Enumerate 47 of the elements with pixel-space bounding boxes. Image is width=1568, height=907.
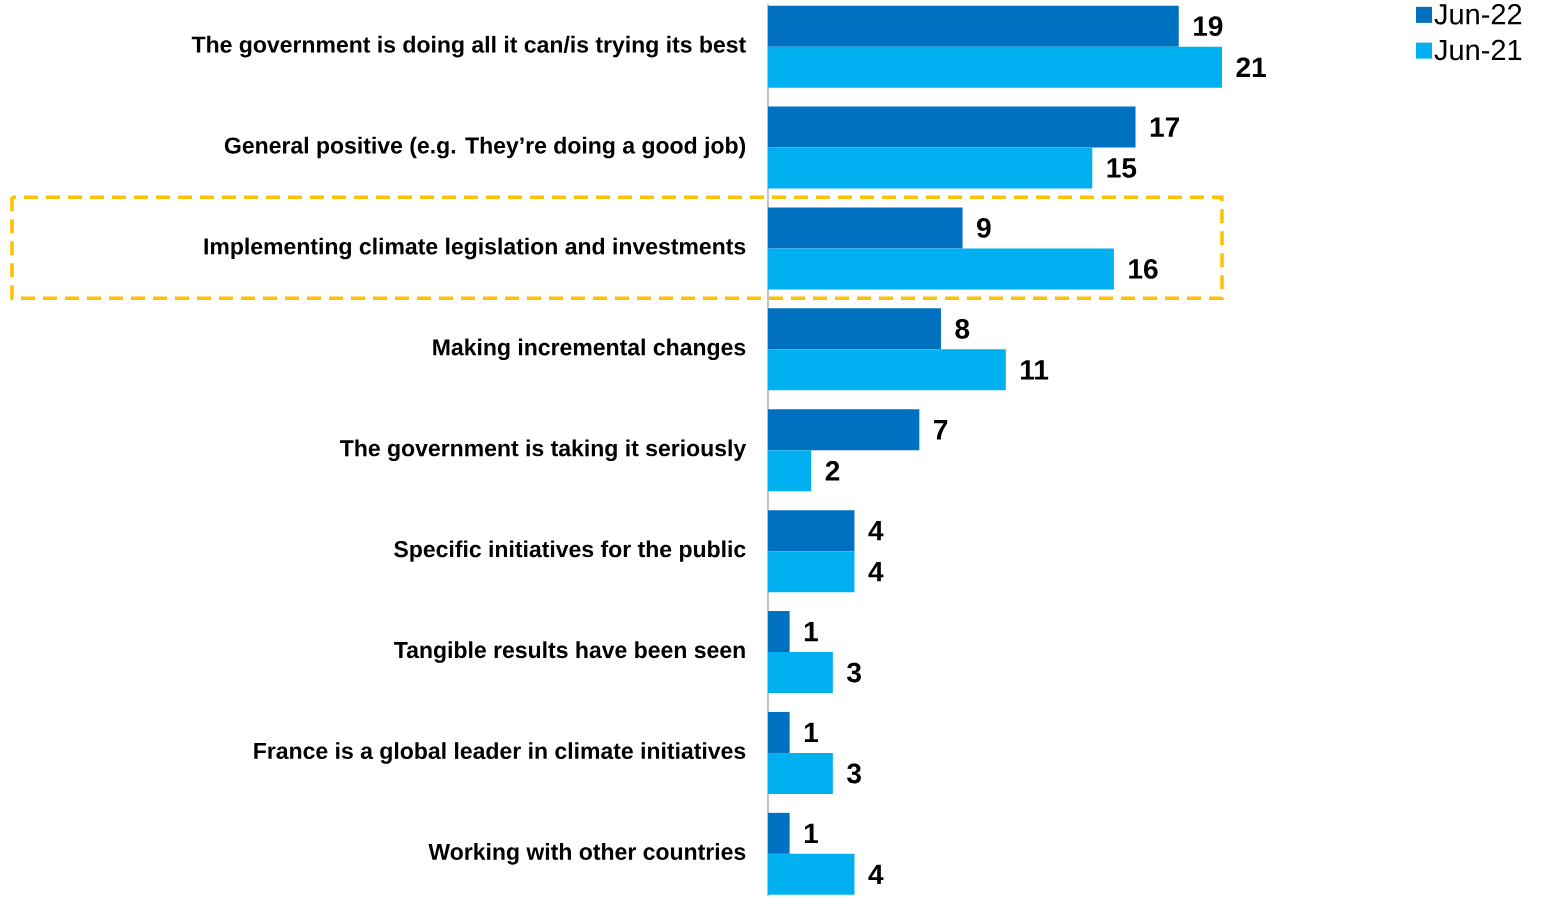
data-label: 21 (1236, 57, 1266, 77)
bar (767, 248, 1114, 290)
data-label: 19 (1194, 16, 1223, 36)
bar (767, 46, 1222, 88)
bar (767, 106, 1136, 148)
bar (767, 147, 1093, 189)
bar (767, 752, 833, 794)
bar (767, 610, 790, 652)
bar (767, 711, 790, 753)
data-label: 4 (868, 561, 884, 582)
data-label: 1 (804, 722, 818, 742)
data-label: 1 (804, 621, 818, 642)
data-label: 8 (955, 318, 970, 339)
data-label: 16 (1129, 258, 1158, 279)
data-label: 17 (1150, 117, 1179, 137)
bar (767, 510, 855, 552)
bar (767, 409, 920, 451)
legend-label: Jun-22 (1434, 3, 1522, 25)
y-tick-label: The government is doing all it can/is trying its best (191, 35, 746, 58)
bar (767, 5, 1179, 47)
data-label: 3 (847, 662, 861, 683)
y-tick-label: Making incremental changes (433, 338, 746, 360)
data-label: 4 (868, 520, 884, 541)
data-label: 2 (825, 460, 840, 481)
data-label: 1 (804, 823, 818, 843)
data-label: 7 (934, 420, 948, 440)
legend-label: Jun-21 (1434, 39, 1522, 61)
y-tick-label: Specific initiatives for the public (394, 540, 746, 562)
data-label: 9 (977, 217, 991, 238)
data-label: 4 (868, 864, 884, 884)
bar (767, 651, 833, 693)
data-label: 3 (847, 763, 861, 784)
bar (767, 812, 790, 854)
bar (767, 853, 855, 895)
bar (767, 450, 812, 492)
y-tick-label: France is a global leader in climate initiatives (254, 742, 746, 764)
y-tick-label: The government is taking it seriously (340, 439, 747, 461)
y-tick-label: General positive (e.g. They’re doing a good job) (224, 136, 746, 159)
bar (767, 207, 963, 249)
bar (767, 349, 1006, 391)
bar (767, 308, 941, 350)
bar (767, 551, 855, 593)
data-label: 11 (1021, 360, 1049, 380)
y-tick-label: Tangible results have been seen (394, 641, 745, 663)
y-tick-label: Working with other countries (428, 842, 746, 865)
y-tick-label: Implementing climate legislation and investments (204, 237, 746, 260)
data-label: 15 (1107, 158, 1137, 178)
